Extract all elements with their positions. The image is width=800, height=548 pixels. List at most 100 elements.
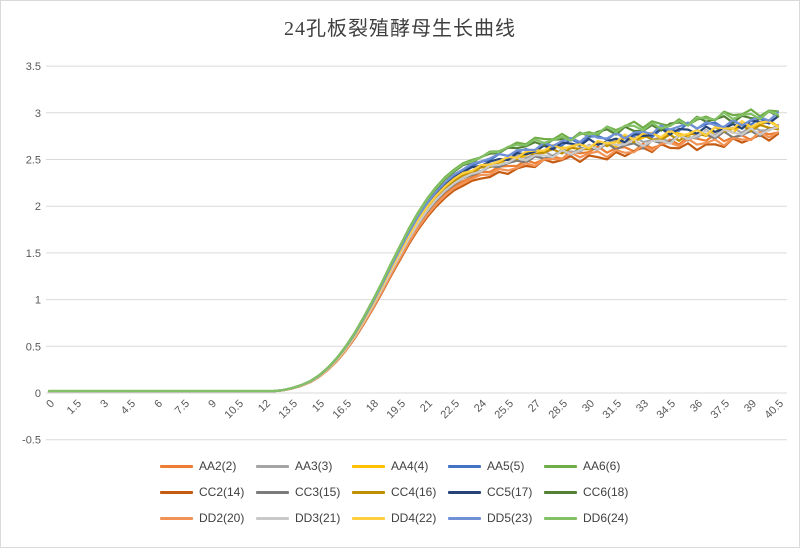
series-line-CC618	[47, 110, 780, 393]
series-line-DD422	[47, 119, 780, 393]
legend-item-CC618: CC6(18)	[544, 485, 640, 499]
legend-swatch	[160, 464, 193, 468]
x-axis-label: 13.5	[276, 398, 300, 422]
legend-swatch	[352, 464, 385, 468]
x-axis-label: 25.5	[492, 398, 516, 422]
x-axis-label: 22.5	[438, 398, 462, 422]
x-axis-label: 3	[98, 398, 111, 411]
legend-label: AA2(2)	[199, 459, 237, 473]
legend-item-AA44: AA4(4)	[352, 459, 448, 473]
x-axis-label: 4.5	[119, 398, 138, 417]
x-axis-label: 40.5	[762, 398, 786, 422]
legend-swatch	[256, 490, 289, 494]
chart-legend: AA2(2) AA3(3) AA4(4) AA5(5) AA6(6) CC2(14) CC3…	[1, 459, 799, 525]
x-axis-label: 31.5	[600, 398, 624, 422]
series-line-DD523	[47, 111, 780, 393]
legend-label: CC4(16)	[391, 485, 437, 499]
legend-swatch	[448, 490, 481, 494]
legend-item-AA55: AA5(5)	[448, 459, 544, 473]
y-axis-label: 1	[35, 295, 41, 307]
x-axis-label: 6	[152, 398, 165, 411]
series-line-AA22	[47, 130, 780, 393]
x-axis-label: 37.5	[708, 398, 732, 422]
legend-item-DD624: DD6(24)	[544, 511, 640, 525]
x-axis-label: 34.5	[654, 398, 678, 422]
legend-swatch	[256, 464, 289, 468]
legend-label: CC3(15)	[295, 485, 341, 499]
legend-label: AA5(5)	[487, 459, 525, 473]
legend-swatch	[448, 464, 481, 468]
series-line-AA66	[47, 108, 780, 393]
series-line-AA44	[47, 118, 780, 393]
series-line-DD321	[47, 126, 780, 393]
legend-label: DD4(22)	[391, 511, 437, 525]
legend-item-AA66: AA6(6)	[544, 459, 640, 473]
legend-row: AA2(2) AA3(3) AA4(4) AA5(5) AA6(6)	[1, 459, 799, 473]
series-line-AA55	[47, 115, 780, 393]
series-line-CC315	[47, 126, 780, 393]
x-axis-label: 9	[206, 398, 219, 411]
x-axis-label: 36	[688, 398, 705, 415]
x-axis-label: 15	[310, 398, 327, 415]
y-axis-label: 0	[35, 388, 41, 400]
legend-item-CC416: CC4(16)	[352, 485, 448, 499]
y-axis-label: -0.5	[22, 435, 41, 447]
x-axis-label: 19.5	[384, 398, 408, 422]
legend-swatch	[352, 490, 385, 494]
x-axis-label: 18	[364, 398, 381, 415]
x-axis-label: 21	[418, 398, 435, 415]
y-axis-label: 2	[35, 201, 41, 213]
legend-item-AA33: AA3(3)	[256, 459, 352, 473]
legend-swatch	[160, 516, 193, 520]
legend-item-DD321: DD3(21)	[256, 511, 352, 525]
legend-label: CC2(14)	[199, 485, 245, 499]
legend-swatch	[544, 516, 577, 520]
legend-swatch	[544, 490, 577, 494]
legend-label: AA6(6)	[583, 459, 621, 473]
legend-item-CC517: CC5(17)	[448, 485, 544, 499]
x-axis-label: 27	[526, 398, 543, 415]
legend-label: DD3(21)	[295, 511, 341, 525]
legend-label: AA3(3)	[295, 459, 333, 473]
legend-row: DD2(20) DD3(21) DD4(22) DD5(23) DD6(24)	[1, 511, 799, 525]
x-axis-label: 0	[44, 398, 57, 411]
y-axis-label: 1.5	[26, 248, 41, 260]
legend-label: DD6(24)	[583, 511, 629, 525]
legend-item-DD523: DD5(23)	[448, 511, 544, 525]
series-line-DD220	[47, 131, 780, 393]
x-axis-label: 39	[742, 398, 759, 415]
legend-swatch	[544, 464, 577, 468]
x-axis-label: 1.5	[65, 398, 84, 417]
x-axis-label: 16.5	[330, 398, 354, 422]
legend-label: CC5(17)	[487, 485, 533, 499]
series-line-AA33	[47, 123, 780, 393]
legend-row: CC2(14) CC3(15) CC4(16) CC5(17) CC6(18)	[1, 485, 799, 499]
legend-swatch	[352, 516, 385, 520]
legend-label: CC6(18)	[583, 485, 629, 499]
legend-swatch	[256, 516, 289, 520]
series-line-CC416	[47, 123, 780, 393]
legend-item-DD220: DD2(20)	[160, 511, 256, 525]
y-axis-label: 0.5	[26, 341, 41, 353]
series-line-CC517	[47, 115, 780, 393]
x-axis-label: 12	[256, 398, 273, 415]
legend-label: DD2(20)	[199, 511, 245, 525]
y-axis-label: 2.5	[26, 155, 41, 167]
legend-label: AA4(4)	[391, 459, 429, 473]
x-axis-label: 7.5	[173, 398, 192, 417]
legend-swatch	[448, 516, 481, 520]
legend-item-CC315: CC3(15)	[256, 485, 352, 499]
x-axis-label: 28.5	[546, 398, 570, 422]
x-axis-label: 24	[472, 398, 489, 415]
series-line-CC214	[47, 132, 780, 393]
legend-item-CC214: CC2(14)	[160, 485, 256, 499]
chart-title: 24孔板裂殖酵母生长曲线	[284, 18, 516, 40]
legend-swatch	[160, 490, 193, 494]
legend-item-DD422: DD4(22)	[352, 511, 448, 525]
x-axis-label: 10.5	[222, 398, 246, 422]
legend-label: DD5(23)	[487, 511, 533, 525]
y-axis-label: 3	[35, 108, 41, 120]
series-line-DD624	[47, 110, 780, 393]
legend-item-AA22: AA2(2)	[160, 459, 256, 473]
